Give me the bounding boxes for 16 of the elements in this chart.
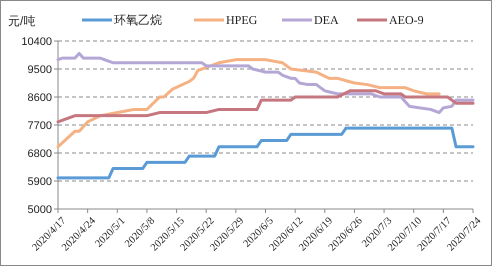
line-series	[56, 89, 474, 124]
y-tick-label: 10400	[21, 36, 52, 48]
legend-label: AEO-9	[389, 13, 424, 28]
y-tick-label: 5900	[28, 176, 52, 188]
line-series	[56, 52, 474, 114]
y-tick-label: 8600	[28, 92, 52, 104]
y-tick-label: 5000	[28, 204, 52, 216]
line-series	[56, 58, 441, 148]
y-axis-title: 元/吨	[8, 14, 36, 28]
y-tick-label: 9500	[28, 64, 52, 76]
line-series	[56, 126, 474, 180]
legend-label: DEA	[314, 13, 339, 28]
legend-label: HPEG	[226, 13, 258, 28]
y-tick-label: 7700	[28, 120, 52, 132]
legend-label: 环氧乙烷	[114, 13, 162, 28]
y-tick-label: 6800	[28, 148, 52, 160]
